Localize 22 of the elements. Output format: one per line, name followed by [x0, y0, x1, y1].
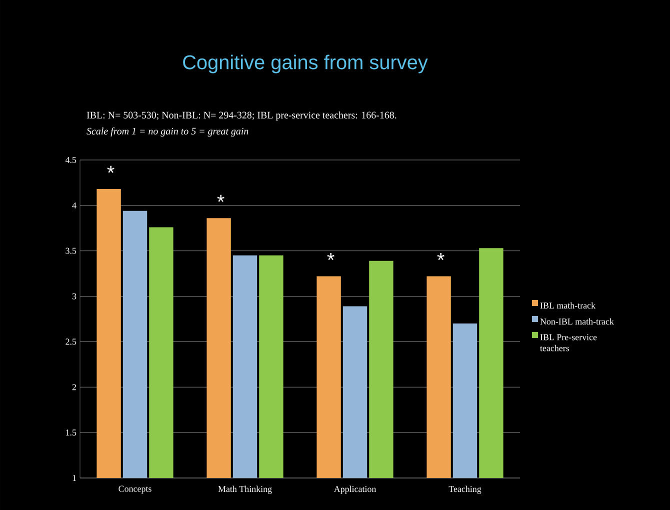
chart-subtitle: IBL: N= 503-530; Non-IBL: N= 294-328; IBL pre-service teachers: 166-168.	[86, 111, 396, 121]
y-tick-label: 1.5	[66, 430, 76, 436]
x-tick-label: Teaching	[448, 486, 482, 494]
legend-label: Non-IBL math-track	[540, 318, 614, 325]
annotation: *	[217, 194, 224, 202]
chart-title: Cognitive gains from survey	[183, 54, 428, 74]
y-tick-label: 2.5	[66, 338, 76, 345]
annotation: *	[437, 253, 444, 260]
y-tick-label: 3	[72, 293, 76, 300]
x-tick-label: Math Thinking	[218, 486, 272, 494]
legend-label: IBL math-track	[540, 302, 596, 309]
y-tick-label: 2	[72, 384, 76, 390]
text: Scale from 1 = no gain to 5 = great gain	[86, 127, 248, 137]
legend-label: IBL Pre-service teachers	[540, 334, 597, 352]
x-tick-label: Concepts	[118, 486, 152, 494]
x-tick-label: Application	[334, 486, 376, 494]
y-tick-label: 1	[72, 475, 76, 481]
y-tick-label: 3.5	[66, 248, 76, 254]
y-tick-label: 4	[72, 202, 76, 208]
annotation: *	[327, 253, 334, 260]
y-tick-label: 4.5	[65, 156, 76, 163]
annotation: *	[107, 166, 114, 173]
